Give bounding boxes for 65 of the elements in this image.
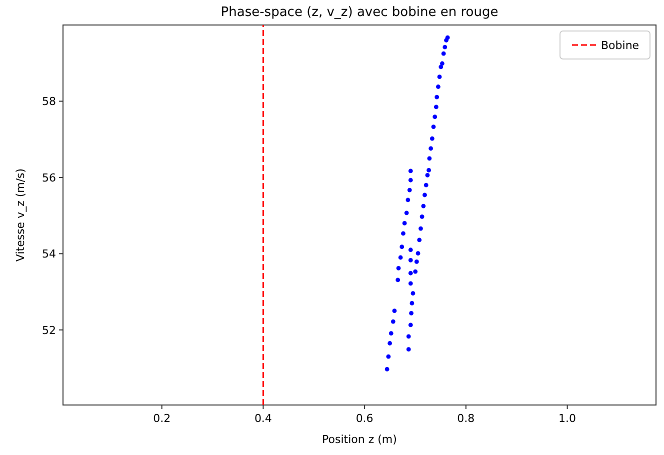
point <box>418 226 423 231</box>
point <box>424 182 428 188</box>
point <box>408 270 413 276</box>
point <box>384 366 390 372</box>
point <box>416 251 420 256</box>
point <box>425 172 430 178</box>
point <box>401 231 406 236</box>
point <box>421 204 426 208</box>
point <box>426 168 431 172</box>
point <box>434 94 440 100</box>
point <box>396 278 400 282</box>
point <box>396 266 401 270</box>
point <box>400 244 404 250</box>
y-axis-title: Vitesse v_z (m/s) <box>14 168 27 262</box>
point <box>410 291 416 296</box>
point <box>408 258 413 262</box>
point <box>430 136 434 141</box>
point <box>438 64 444 70</box>
point <box>406 347 411 352</box>
point <box>408 281 413 286</box>
point <box>436 84 440 89</box>
point <box>431 124 436 129</box>
point <box>420 214 424 219</box>
point <box>427 156 432 161</box>
point <box>440 61 444 66</box>
point <box>398 255 403 260</box>
point <box>428 146 434 151</box>
point <box>441 51 446 56</box>
point <box>390 319 396 324</box>
point <box>445 35 450 40</box>
point <box>442 44 448 50</box>
point <box>437 74 442 80</box>
y-tick-label: 58 <box>42 95 56 108</box>
point <box>404 210 409 216</box>
point <box>408 248 413 252</box>
x-tick-label: 1.0 <box>558 412 576 425</box>
chart-title: Phase-space (z, v_z) avec bobine en rouge <box>220 5 498 20</box>
point <box>406 334 411 339</box>
point <box>408 322 413 328</box>
point <box>388 341 392 346</box>
point <box>413 269 418 274</box>
point <box>417 238 422 242</box>
y-tick-label: 52 <box>42 324 56 337</box>
legend-label: Bobine <box>601 39 640 52</box>
point <box>432 114 438 120</box>
point <box>402 220 407 226</box>
point <box>409 310 414 316</box>
point <box>434 104 438 110</box>
point <box>388 331 394 336</box>
point <box>386 354 391 359</box>
point <box>408 178 413 182</box>
x-tick-label: 0.4 <box>254 412 272 425</box>
point <box>392 308 397 314</box>
point <box>407 188 412 192</box>
point <box>422 192 427 198</box>
y-tick-label: 54 <box>42 248 56 261</box>
x-tick-label: 0.2 <box>153 412 171 425</box>
point <box>406 198 410 202</box>
point <box>414 259 419 264</box>
x-axis-title: Position z (m) <box>322 433 397 446</box>
y-tick-label: 56 <box>42 171 56 184</box>
point <box>408 168 413 174</box>
point <box>410 301 414 306</box>
x-tick-label: 0.6 <box>356 412 374 425</box>
x-tick-label: 0.8 <box>457 412 475 425</box>
